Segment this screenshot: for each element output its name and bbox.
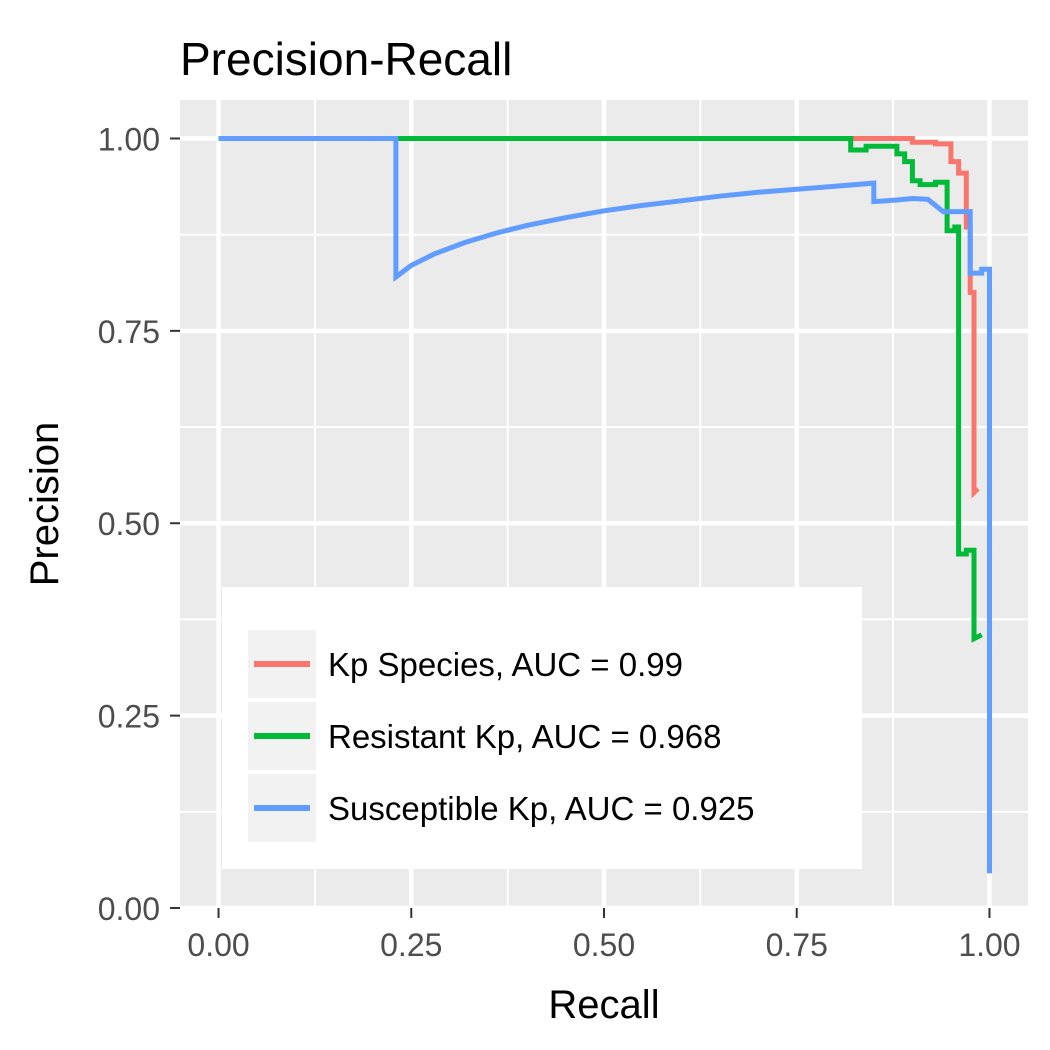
y-axis-ticks: 0.00 0.25 0.50 0.75 1.00: [98, 121, 180, 927]
x-axis-ticks: 0.00 0.25 0.50 0.75 1.00: [187, 908, 1021, 963]
x-tick-label: 0.50: [573, 927, 635, 963]
series-line-2: [218, 136, 992, 874]
x-tick-label: 0.00: [187, 927, 249, 963]
legend-label: Susceptible Kp, AUC = 0.925: [328, 790, 755, 827]
legend-label: Kp Species, AUC = 0.99: [328, 646, 683, 683]
y-tick-label: 1.00: [98, 121, 160, 157]
x-axis-label: Recall: [548, 983, 659, 1027]
x-tick-label: 0.75: [766, 927, 828, 963]
series-line-1: [218, 136, 983, 643]
legend-background: [222, 587, 862, 869]
y-tick-label: 0.50: [98, 506, 160, 542]
x-tick-label: 0.25: [380, 927, 442, 963]
chart-title: Precision-Recall: [180, 33, 512, 85]
y-tick-label: 0.75: [98, 314, 160, 350]
y-tick-label: 0.00: [98, 891, 160, 927]
legend-label: Resistant Kp, AUC = 0.968: [328, 718, 721, 755]
y-axis-label: Precision: [23, 422, 67, 587]
series-layer: [218, 136, 992, 874]
series-line-0: [218, 136, 980, 499]
legend: Kp Species, AUC = 0.99 Resistant Kp, AUC …: [222, 587, 862, 869]
y-tick-label: 0.25: [98, 699, 160, 735]
x-tick-label: 1.00: [958, 927, 1020, 963]
